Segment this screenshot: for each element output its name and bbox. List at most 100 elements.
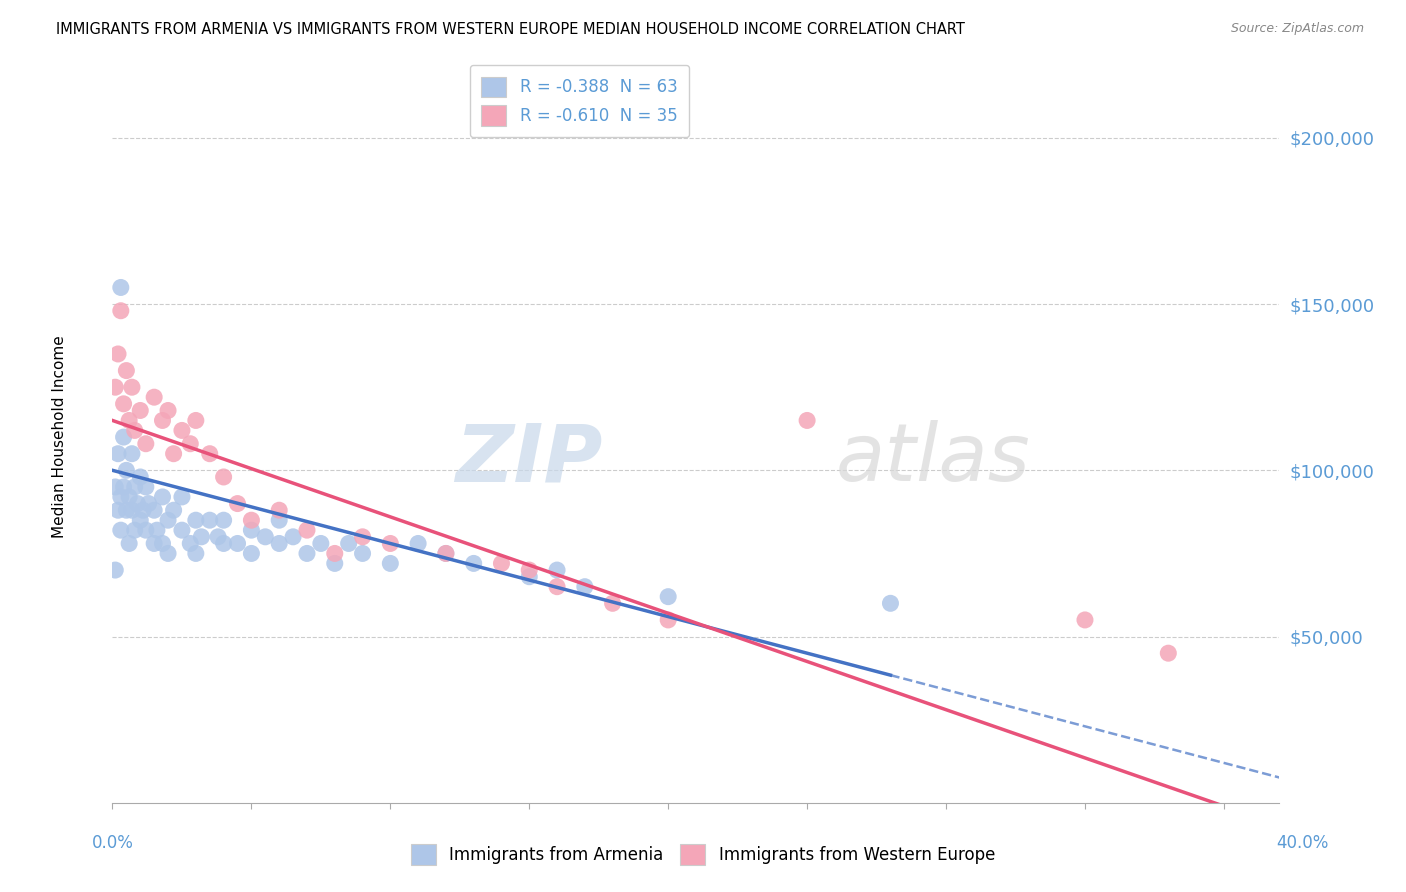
Point [162,447,184,461]
Point [135,523,157,537]
Point [104,380,127,394]
Point [157,546,180,560]
Point [323,546,346,560]
Point [110,490,132,504]
Text: IMMIGRANTS FROM ARMENIA VS IMMIGRANTS FROM WESTERN EUROPE MEDIAN HOUSEHOLD INCOM: IMMIGRANTS FROM ARMENIA VS IMMIGRANTS FR… [56,22,965,37]
Point [170,424,193,438]
Point [143,536,166,550]
Point [240,546,263,560]
Point [104,480,127,494]
Point [121,447,143,461]
Point [434,546,457,560]
Point [226,536,249,550]
Legend: R = -0.388  N = 63, R = -0.610  N = 35: R = -0.388 N = 63, R = -0.610 N = 35 [470,65,689,137]
Point [107,347,129,361]
Point [124,523,146,537]
Point [657,590,679,604]
Point [602,596,624,610]
Legend: Immigrants from Armenia, Immigrants from Western Europe: Immigrants from Armenia, Immigrants from… [401,834,1005,875]
Point [1074,613,1097,627]
Point [352,530,374,544]
Point [170,523,193,537]
Point [657,613,679,627]
Point [879,596,901,610]
Point [184,413,207,427]
Point [132,503,155,517]
Point [406,536,429,550]
Point [152,490,174,504]
Text: ZIP: ZIP [456,420,603,498]
Point [121,503,143,517]
Text: 0.0%: 0.0% [91,834,134,852]
Point [269,536,291,550]
Point [1157,646,1180,660]
Point [124,424,146,438]
Point [110,303,132,318]
Point [118,413,141,427]
Point [352,546,374,560]
Point [337,536,360,550]
Point [107,447,129,461]
Point [135,480,157,494]
Point [269,503,291,517]
Point [124,480,146,494]
Point [121,380,143,394]
Point [127,497,149,511]
Point [118,536,141,550]
Point [198,447,221,461]
Point [118,490,141,504]
Text: atlas: atlas [837,420,1031,498]
Point [323,557,346,571]
Text: 40.0%: 40.0% [1277,834,1329,852]
Point [157,403,180,417]
Point [129,403,152,417]
Point [162,503,184,517]
Point [796,413,818,427]
Point [240,513,263,527]
Point [269,513,291,527]
Point [295,546,318,560]
Point [115,363,138,377]
Point [198,513,221,527]
Point [138,497,160,511]
Point [380,557,402,571]
Point [380,536,402,550]
Point [184,513,207,527]
Point [434,546,457,560]
Point [309,536,332,550]
Point [184,546,207,560]
Point [254,530,277,544]
Point [226,497,249,511]
Point [135,436,157,450]
Point [143,503,166,517]
Point [207,530,229,544]
Point [110,523,132,537]
Point [574,580,596,594]
Point [212,513,235,527]
Point [179,436,201,450]
Point [115,503,138,517]
Point [157,513,180,527]
Point [546,563,568,577]
Point [129,513,152,527]
Point [281,530,304,544]
Point [517,563,540,577]
Point [190,530,212,544]
Point [546,580,568,594]
Point [112,430,135,444]
Point [295,523,318,537]
Point [179,536,201,550]
Point [491,557,513,571]
Point [112,397,135,411]
Point [115,463,138,477]
Point [212,536,235,550]
Point [212,470,235,484]
Point [129,470,152,484]
Point [146,523,169,537]
Point [152,413,174,427]
Point [110,280,132,294]
Point [240,523,263,537]
Text: Median Household Income: Median Household Income [52,335,67,539]
Point [152,536,174,550]
Point [104,563,127,577]
